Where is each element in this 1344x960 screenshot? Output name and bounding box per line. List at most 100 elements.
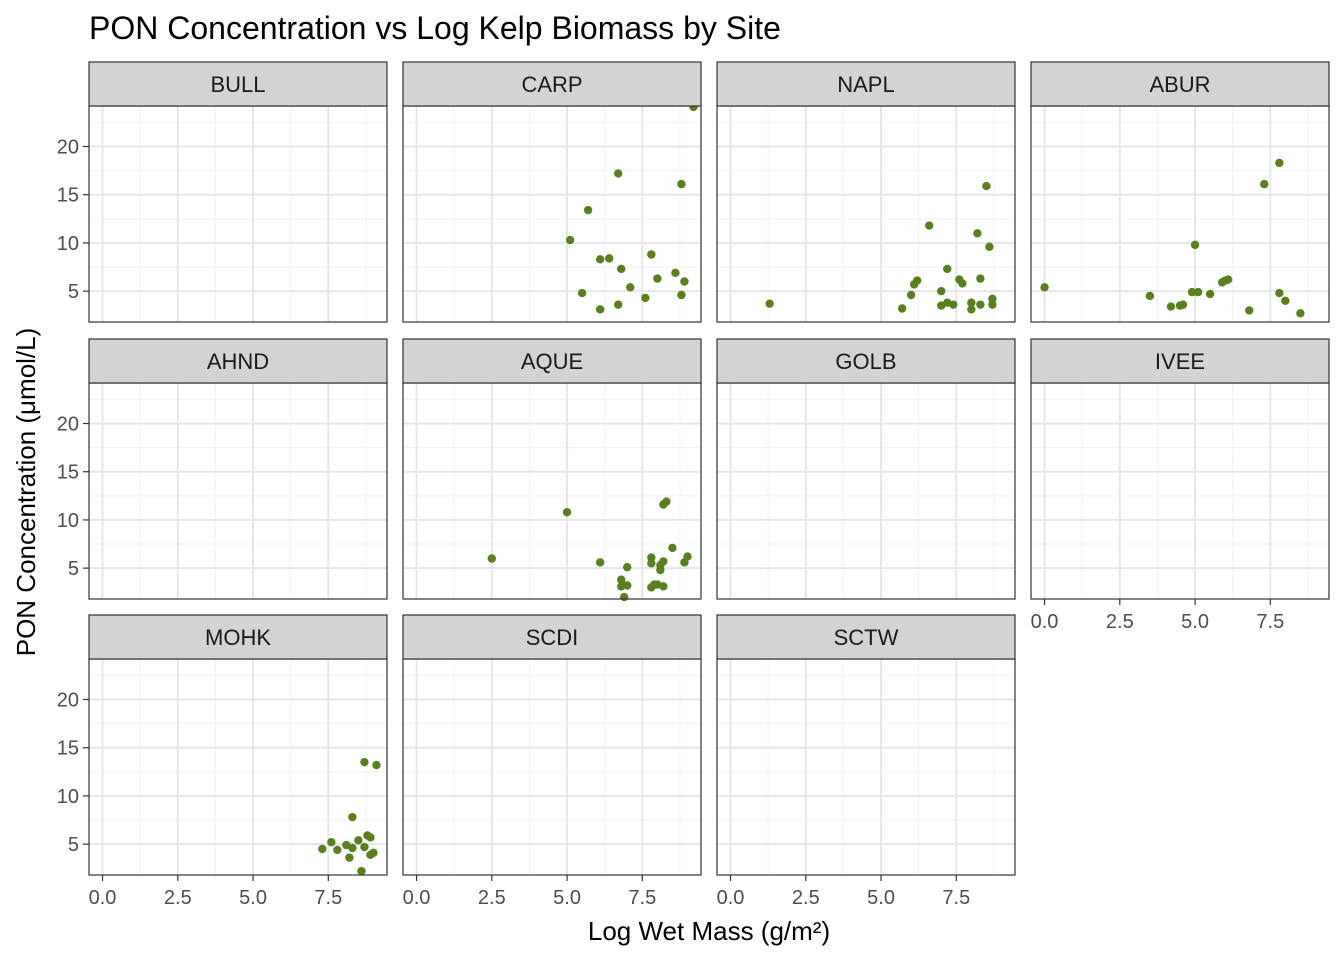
x-tick-label: 0.0 — [717, 887, 745, 909]
data-point — [982, 181, 991, 191]
data-point — [653, 274, 662, 283]
y-tick-label: 5 — [68, 558, 79, 580]
data-point — [620, 592, 629, 602]
data-point — [333, 845, 342, 855]
x-tick-label: 2.5 — [478, 887, 506, 909]
data-point — [360, 757, 369, 767]
panel-carp: CARP — [402, 61, 702, 323]
data-point — [1275, 288, 1284, 298]
data-point — [357, 866, 366, 876]
data-point — [1166, 302, 1176, 311]
y-tick-label: 10 — [57, 786, 79, 808]
y-tick-label: 15 — [57, 185, 79, 207]
data-point — [577, 288, 587, 298]
data-point — [937, 286, 946, 296]
data-point — [366, 833, 375, 842]
facet-strip — [716, 338, 1016, 384]
data-point — [595, 255, 605, 264]
x-tick-label: 2.5 — [1106, 611, 1134, 633]
x-tick-label: 7.5 — [628, 887, 656, 909]
panel-mohk: MOHK 5 10 15 20 0.0 2.5 5.0 7.5 — [57, 614, 388, 909]
data-point — [765, 299, 774, 308]
facet-strip-label: NAPL — [837, 72, 894, 97]
panel-abur: ABUR — [1030, 61, 1330, 323]
y-tick-label: 5 — [68, 834, 79, 856]
data-point — [360, 842, 369, 852]
data-point — [623, 562, 632, 572]
panel-golb: GOLB — [716, 338, 1016, 600]
data-point — [604, 254, 614, 263]
data-point — [318, 844, 327, 854]
y-tick-label: 20 — [57, 690, 79, 712]
x-tick-label: 2.5 — [164, 887, 192, 909]
data-point — [626, 283, 635, 292]
data-point — [1145, 291, 1155, 301]
facet-strip-label: SCTW — [834, 625, 899, 650]
facet-strip — [88, 338, 388, 384]
x-tick-label: 2.5 — [792, 887, 820, 909]
chart-title: PON Concentration vs Log Kelp Biomass by… — [89, 10, 781, 46]
panel-bull: BULL 5 10 15 20 — [57, 61, 388, 323]
data-point — [1178, 300, 1188, 309]
y-axis-label: PON Concentration (μmol/L) — [11, 328, 41, 657]
y-tick-label: 15 — [57, 462, 79, 484]
facet-strip — [402, 614, 702, 660]
facet-strip-label: ABUR — [1149, 72, 1210, 97]
panel-scdi: SCDI 0.0 2.5 5.0 7.5 — [402, 614, 702, 909]
panel-background — [1031, 106, 1329, 322]
y-tick-label: 15 — [57, 738, 79, 760]
data-point — [1245, 306, 1254, 315]
data-point — [976, 274, 985, 283]
panel-background — [717, 106, 1015, 322]
data-point — [327, 838, 336, 847]
data-point — [345, 853, 354, 862]
data-point — [656, 565, 665, 575]
data-point — [973, 229, 982, 238]
panel-ahnd: AHND 5 10 15 20 — [57, 338, 388, 600]
data-point — [1190, 240, 1200, 250]
panel-napl: NAPL — [716, 61, 1016, 323]
data-point — [354, 836, 363, 845]
data-point — [668, 543, 677, 553]
data-point — [677, 179, 686, 189]
data-point — [925, 221, 934, 230]
data-point — [958, 279, 967, 288]
data-point — [1275, 158, 1284, 168]
data-point — [976, 300, 985, 309]
panel-background — [89, 383, 387, 599]
x-tick-label: 0.0 — [89, 887, 117, 909]
panel-background — [1031, 383, 1329, 599]
panel-background — [89, 106, 387, 322]
data-point — [659, 582, 668, 591]
data-point — [1187, 287, 1197, 297]
panel-sctw: SCTW 0.0 2.5 5.0 7.5 — [716, 614, 1016, 909]
data-point — [647, 559, 656, 568]
data-point — [487, 554, 496, 563]
data-point — [614, 300, 623, 309]
data-point — [988, 294, 997, 304]
data-point — [1260, 179, 1269, 189]
data-point — [595, 305, 605, 314]
x-tick-label: 0.0 — [1031, 611, 1059, 633]
facet-strip-label: CARP — [521, 72, 582, 97]
panel-aque: AQUE — [402, 338, 702, 602]
data-point — [671, 268, 680, 278]
data-point — [949, 300, 958, 309]
y-tick-label: 10 — [57, 510, 79, 532]
data-point — [967, 298, 976, 307]
data-point — [369, 848, 378, 858]
data-point — [683, 552, 692, 561]
data-point — [614, 169, 623, 178]
y-tick-label: 20 — [57, 137, 79, 159]
facet-strip — [402, 338, 702, 384]
data-point — [565, 235, 575, 245]
facet-strip-label: AQUE — [521, 349, 583, 374]
data-point — [595, 558, 605, 567]
data-point — [617, 264, 626, 274]
data-point — [680, 277, 689, 286]
data-point — [623, 581, 632, 590]
panel-background — [717, 659, 1015, 875]
data-point — [562, 508, 572, 517]
x-tick-label: 7.5 — [942, 887, 970, 909]
panel-background — [403, 106, 701, 322]
